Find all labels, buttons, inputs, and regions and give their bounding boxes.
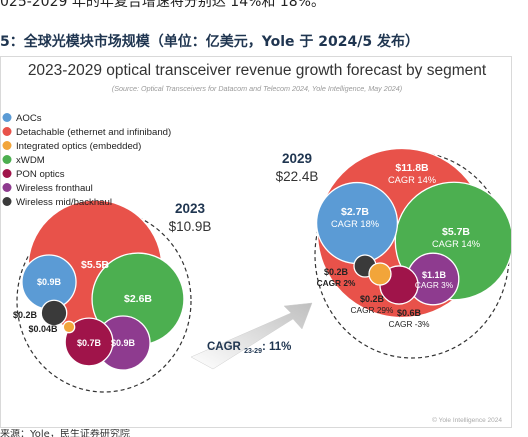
chart-panel: $5.5B $2.6B $0.9B $0.7B $0.9B $0.2B $0.04B $11.… xyxy=(0,56,512,428)
chart-subtitle: (Source: Optical Transceivers for Dataco… xyxy=(112,84,402,93)
legend-swatch xyxy=(2,197,12,206)
cagr-label-2029: CAGR 2% xyxy=(317,278,356,288)
bubble-chart: $5.5B $2.6B $0.9B $0.7B $0.9B $0.2B $0.04B $11.… xyxy=(2,62,511,424)
legend-label: Integrated optics (embedded) xyxy=(16,141,141,152)
legend-swatch xyxy=(2,169,12,178)
group-year-2029: 2029 xyxy=(282,151,312,166)
cagr-label-2029: CAGR -3% xyxy=(388,319,430,329)
total-cagr-label: CAGR 23-29: 11% xyxy=(207,341,291,355)
value-label-2029: $0.6B xyxy=(397,308,422,318)
value-label-2029: $0.2B xyxy=(360,294,385,304)
value-label-2029: $1.1B xyxy=(422,270,447,280)
cagr-label-2029: CAGR 29% xyxy=(351,305,395,315)
bubble-2023-wireless-mid-backhaul xyxy=(40,299,68,327)
group-total-2023: $10.9B xyxy=(169,219,212,234)
value-label-2029: $2.7B xyxy=(341,206,369,218)
legend-swatch xyxy=(2,183,12,192)
legend-label: xWDM xyxy=(16,155,45,166)
value-label-2023: $0.04B xyxy=(28,324,58,334)
value-label-2023: $2.6B xyxy=(124,293,152,305)
bubble-2023-pon-optics xyxy=(64,317,114,367)
group-year-2023: 2023 xyxy=(175,201,206,216)
value-label-2023: $0.9B xyxy=(111,338,136,348)
cagr-label-2029: CAGR 18% xyxy=(331,219,379,229)
cagr-label-2029: CAGR 14% xyxy=(388,175,436,185)
value-label-2029: $5.7B xyxy=(442,226,470,238)
value-label-2023: $5.5B xyxy=(81,259,109,271)
legend-swatch xyxy=(2,155,12,164)
bubble-2029-integrated-optics-embedded xyxy=(368,262,392,286)
group-total-2029: $22.4B xyxy=(276,169,319,184)
cagr-label-2029: CAGR 14% xyxy=(432,239,480,249)
chart-credit: © Yole Intelligence 2024 xyxy=(432,416,502,424)
cagr-label-2029: CAGR 3% xyxy=(415,280,454,290)
legend-label: AOCs xyxy=(16,113,42,124)
value-label-2023: $0.7B xyxy=(77,338,102,348)
figure-caption: 5：全球光模块市场规模（单位：亿美元，Yole 于 2024/5 发布） xyxy=(0,34,419,50)
legend-swatch xyxy=(2,141,12,150)
legend-swatch xyxy=(2,113,12,122)
legend-label: Wireless fronthaul xyxy=(16,183,93,194)
value-label-2023: $0.9B xyxy=(37,277,62,287)
intro-text: 025-2029 年的年复合增速将分别达 14%和 18%。 xyxy=(0,0,325,10)
value-label-2023: $0.2B xyxy=(13,310,38,320)
growth-arrow xyxy=(190,302,313,370)
legend-label: PON optics xyxy=(16,169,65,180)
legend-label: Wireless mid/backhaul xyxy=(16,197,112,208)
source-note: 来源：Yole，民生证券研究院 xyxy=(0,429,130,437)
group-outline-2023 xyxy=(16,209,192,393)
value-label-2029: $0.2B xyxy=(324,267,349,277)
legend-swatch xyxy=(2,127,12,136)
chart-title: 2023-2029 optical transceiver revenue gr… xyxy=(28,62,487,79)
bubble-2023-integrated-optics-embedded xyxy=(62,320,76,334)
value-label-2029: $11.8B xyxy=(395,162,429,174)
legend-label: Detachable (ethernet and infiniband) xyxy=(16,127,171,138)
